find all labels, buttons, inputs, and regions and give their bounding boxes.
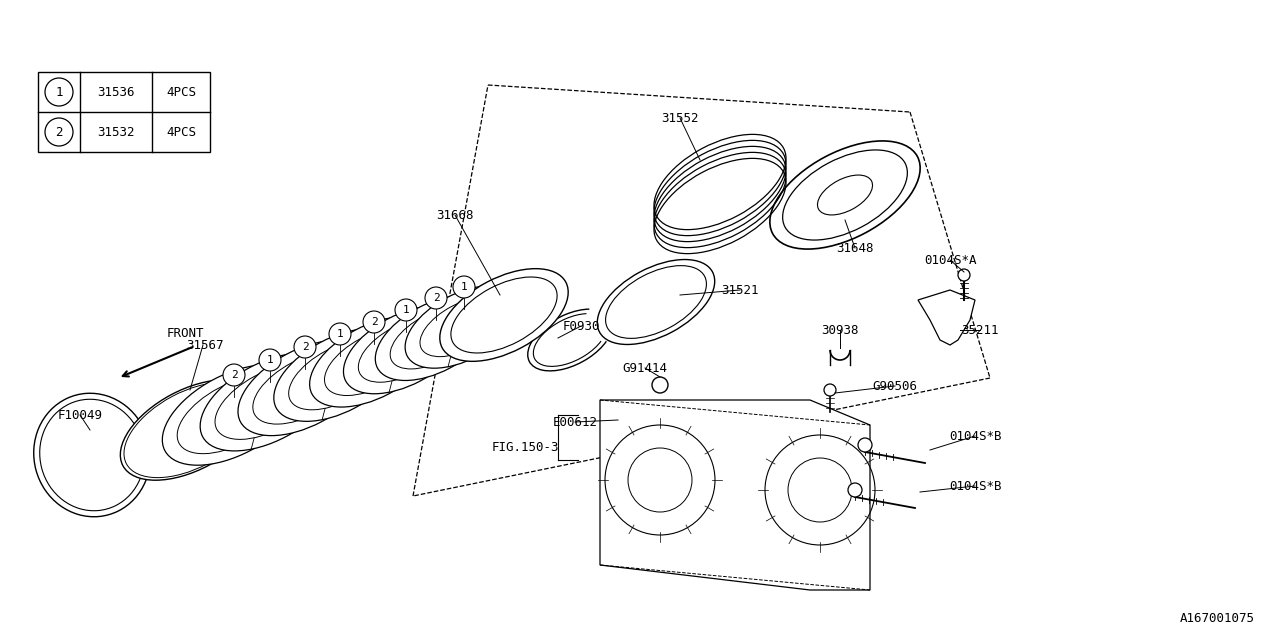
Ellipse shape — [440, 269, 568, 362]
Text: F10049: F10049 — [58, 408, 102, 422]
Circle shape — [45, 78, 73, 106]
Ellipse shape — [654, 134, 786, 230]
Text: 1: 1 — [461, 282, 467, 292]
Text: 31552: 31552 — [662, 111, 699, 125]
Ellipse shape — [404, 286, 518, 368]
Text: 1: 1 — [55, 86, 63, 99]
Ellipse shape — [782, 150, 908, 240]
Circle shape — [858, 438, 872, 452]
Circle shape — [364, 311, 385, 333]
Ellipse shape — [200, 353, 335, 451]
Text: 31648: 31648 — [836, 241, 874, 255]
Circle shape — [824, 384, 836, 396]
Text: 4PCS: 4PCS — [166, 125, 196, 138]
Circle shape — [294, 336, 316, 358]
Text: 4PCS: 4PCS — [166, 86, 196, 99]
Text: 31521: 31521 — [721, 284, 759, 296]
Text: F0930: F0930 — [562, 319, 600, 333]
Circle shape — [329, 323, 351, 345]
Text: 0104S*A: 0104S*A — [924, 253, 977, 266]
Text: 2: 2 — [302, 342, 308, 352]
Text: 0104S*B: 0104S*B — [948, 429, 1001, 442]
Text: 31532: 31532 — [97, 125, 134, 138]
Text: 1: 1 — [266, 355, 274, 365]
Text: FIG.150-3: FIG.150-3 — [492, 440, 559, 454]
Circle shape — [45, 118, 73, 146]
Text: 2: 2 — [55, 125, 63, 138]
Ellipse shape — [598, 260, 714, 344]
Text: FRONT: FRONT — [166, 326, 204, 339]
Text: G90506: G90506 — [873, 380, 918, 392]
Circle shape — [453, 276, 475, 298]
Ellipse shape — [769, 141, 920, 249]
Ellipse shape — [120, 380, 260, 480]
Text: 31536: 31536 — [97, 86, 134, 99]
Text: 1: 1 — [337, 329, 343, 339]
Text: 31668: 31668 — [436, 209, 474, 221]
Circle shape — [223, 364, 244, 386]
Text: 35211: 35211 — [961, 323, 998, 337]
Text: E00612: E00612 — [553, 415, 598, 429]
Text: 1: 1 — [403, 305, 410, 315]
Ellipse shape — [238, 340, 370, 436]
Text: 0104S*B: 0104S*B — [948, 479, 1001, 493]
Circle shape — [396, 299, 417, 321]
Ellipse shape — [124, 382, 256, 477]
Ellipse shape — [274, 329, 402, 421]
Circle shape — [957, 269, 970, 281]
Ellipse shape — [163, 365, 302, 465]
Text: 2: 2 — [371, 317, 378, 327]
Ellipse shape — [343, 306, 465, 394]
Circle shape — [259, 349, 282, 371]
Text: 31567: 31567 — [187, 339, 224, 351]
Ellipse shape — [375, 296, 493, 380]
Text: 2: 2 — [433, 293, 439, 303]
Bar — [38, 72, 210, 152]
Circle shape — [652, 377, 668, 393]
Ellipse shape — [310, 317, 434, 407]
Text: G91414: G91414 — [622, 362, 667, 374]
Circle shape — [425, 287, 447, 309]
Polygon shape — [600, 400, 870, 590]
Text: 30938: 30938 — [822, 323, 859, 337]
Text: A167001075: A167001075 — [1180, 612, 1254, 625]
Circle shape — [849, 483, 861, 497]
Polygon shape — [918, 290, 975, 345]
Text: 2: 2 — [230, 370, 237, 380]
